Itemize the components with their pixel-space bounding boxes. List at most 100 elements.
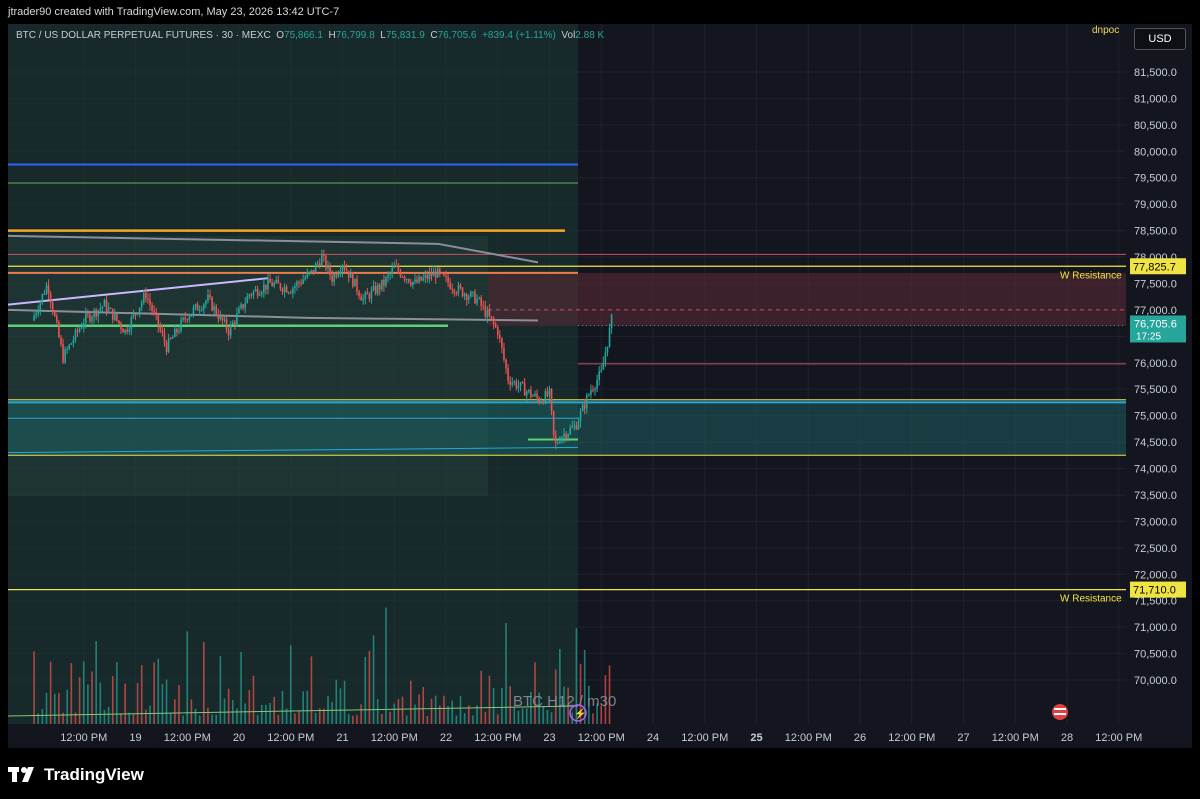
candle-body [205,301,207,305]
volume-bar [575,628,578,724]
tradingview-logo-icon [8,767,34,782]
candle-body [548,388,551,396]
volume-bar [227,688,230,724]
resistance-price-tag [1130,581,1186,598]
candle-body [186,319,189,321]
candle-body [128,329,131,332]
candle-body [159,326,162,331]
tradingview-logo[interactable]: TradingView [8,765,144,785]
candle-body [461,287,464,297]
candle-body [546,391,549,396]
price-chart[interactable]: 81,500.0 81,000.0 80,500.0 80,000.0 79,500.0… [8,24,1192,748]
volume-bar [165,679,168,724]
time-tick-label: 12:00 PM [164,732,211,744]
candle-body [273,283,275,287]
resistance-label: W Resistance [1060,270,1122,281]
volume-bar [496,714,499,724]
candle-body [142,293,145,303]
candle-body [352,272,354,287]
candle-body [525,391,528,396]
candle-body [488,310,491,317]
candle-body [194,304,197,308]
volume-bar [459,695,462,724]
candle-body [505,359,507,369]
candle-body [316,263,319,265]
volume-bar [588,685,590,724]
candle-body [474,291,476,304]
candle-body [203,304,205,310]
resistance-label: W Resistance [1060,594,1122,605]
chart-area[interactable]: 81,500.0 81,000.0 80,500.0 80,000.0 79,500.0… [8,24,1192,748]
price-tick-label: 77,500.0 [1134,278,1177,290]
volume-bar [401,696,404,724]
candle-body [82,323,85,328]
volume-bar [339,688,342,724]
price-tick-label: 72,500.0 [1134,543,1177,555]
candle-body [356,278,358,292]
volume-bar [347,714,350,724]
time-tick-label: 12:00 PM [785,732,832,744]
candle-body [501,338,503,348]
volume-bar [95,641,97,724]
candle-body [360,296,362,301]
volume-bar [174,699,176,724]
candle-body [513,381,516,383]
candle-body [556,442,559,444]
candle-body [213,306,215,311]
candle-body [111,308,114,321]
candle-body [250,294,253,296]
volume-bar [161,683,164,724]
candle-body [467,296,470,300]
candle-body [550,388,553,411]
candle-body [399,271,402,277]
candle-body [552,410,555,435]
time-tick-label: 23 [543,732,555,744]
volume-bar [149,705,151,724]
candle-body [53,311,56,317]
open-value: 75,866.1 [284,30,323,41]
price-tick-label: 73,500.0 [1134,490,1177,502]
candle-body [37,310,40,314]
candle-body [335,273,338,277]
candle-body [99,308,102,311]
candle-body [544,391,547,404]
candle-body [217,314,220,320]
candle-body [588,394,590,396]
candle-body [407,278,410,283]
candle-body [349,272,352,278]
volume-bar [260,704,263,724]
candle-body [231,322,234,325]
volume-bar [240,651,242,724]
price-tick-label: 81,500.0 [1134,67,1177,79]
volume-bar [82,661,85,724]
candle-body [136,313,139,315]
time-tick-label: 26 [854,732,866,744]
price-tick-label: 81,000.0 [1134,93,1177,105]
candle-body [285,286,288,293]
candle-body [337,273,340,277]
volume-bar [335,679,338,724]
volume-bar [592,713,594,724]
time-tick-label: 12:00 PM [578,732,625,744]
candle-body [43,293,46,295]
support-zone [8,399,1126,456]
candle-body [167,338,170,353]
volume-bar [70,663,73,724]
volume-bar [484,711,487,724]
candle-body [376,284,379,294]
volume-bar [244,703,247,724]
candle-body [378,284,381,290]
price-axis [1126,24,1192,724]
price-tick-label: 76,000.0 [1134,358,1177,370]
volume-bar [157,658,160,724]
volume-bar [99,682,102,724]
time-tick-label: 12:00 PM [371,732,418,744]
candle-body [482,305,485,307]
candle-body [333,273,336,283]
volume-bar [37,713,40,724]
currency-button[interactable]: USD [1134,28,1186,50]
candle-body [252,291,255,296]
price-tick-label: 74,000.0 [1134,464,1177,476]
candle-body [184,317,186,320]
candle-body [39,301,42,311]
